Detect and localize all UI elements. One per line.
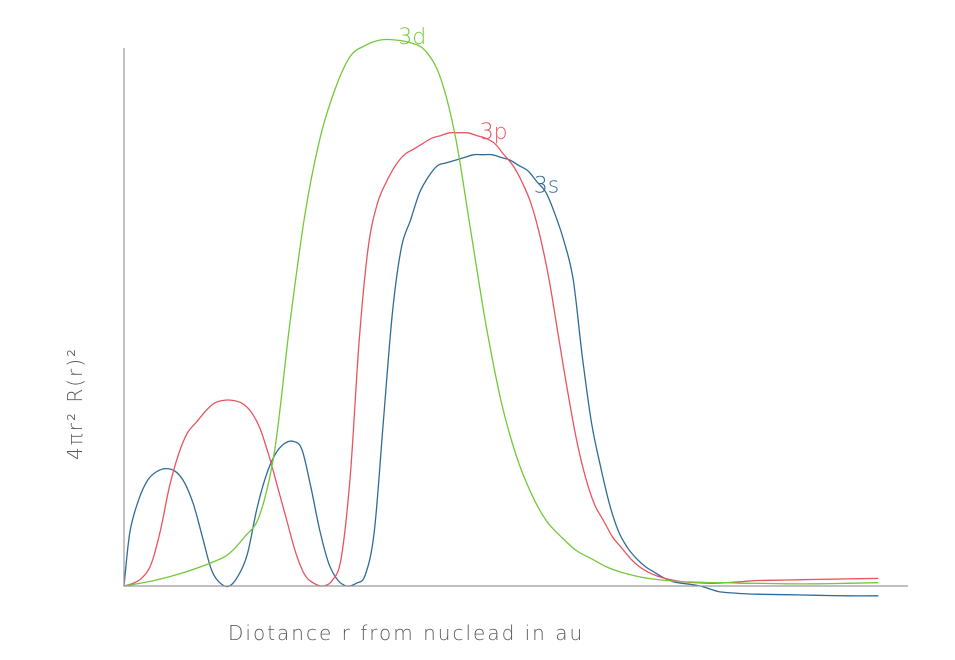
plot-area [123, 38, 879, 597]
series-line-3s [123, 153, 879, 597]
series-line-3d [123, 38, 879, 587]
series-line-3p [123, 131, 879, 587]
series-label-3p: 3p [480, 120, 508, 145]
y-axis-label: 4πr² R(r)² [63, 347, 87, 460]
series-label-3s: 3s [534, 174, 559, 199]
series-label-3d: 3d [398, 25, 426, 50]
series-labels: 3s 3p 3d [398, 25, 559, 199]
x-axis-label: Diotance r from nuclead in au [228, 621, 584, 645]
